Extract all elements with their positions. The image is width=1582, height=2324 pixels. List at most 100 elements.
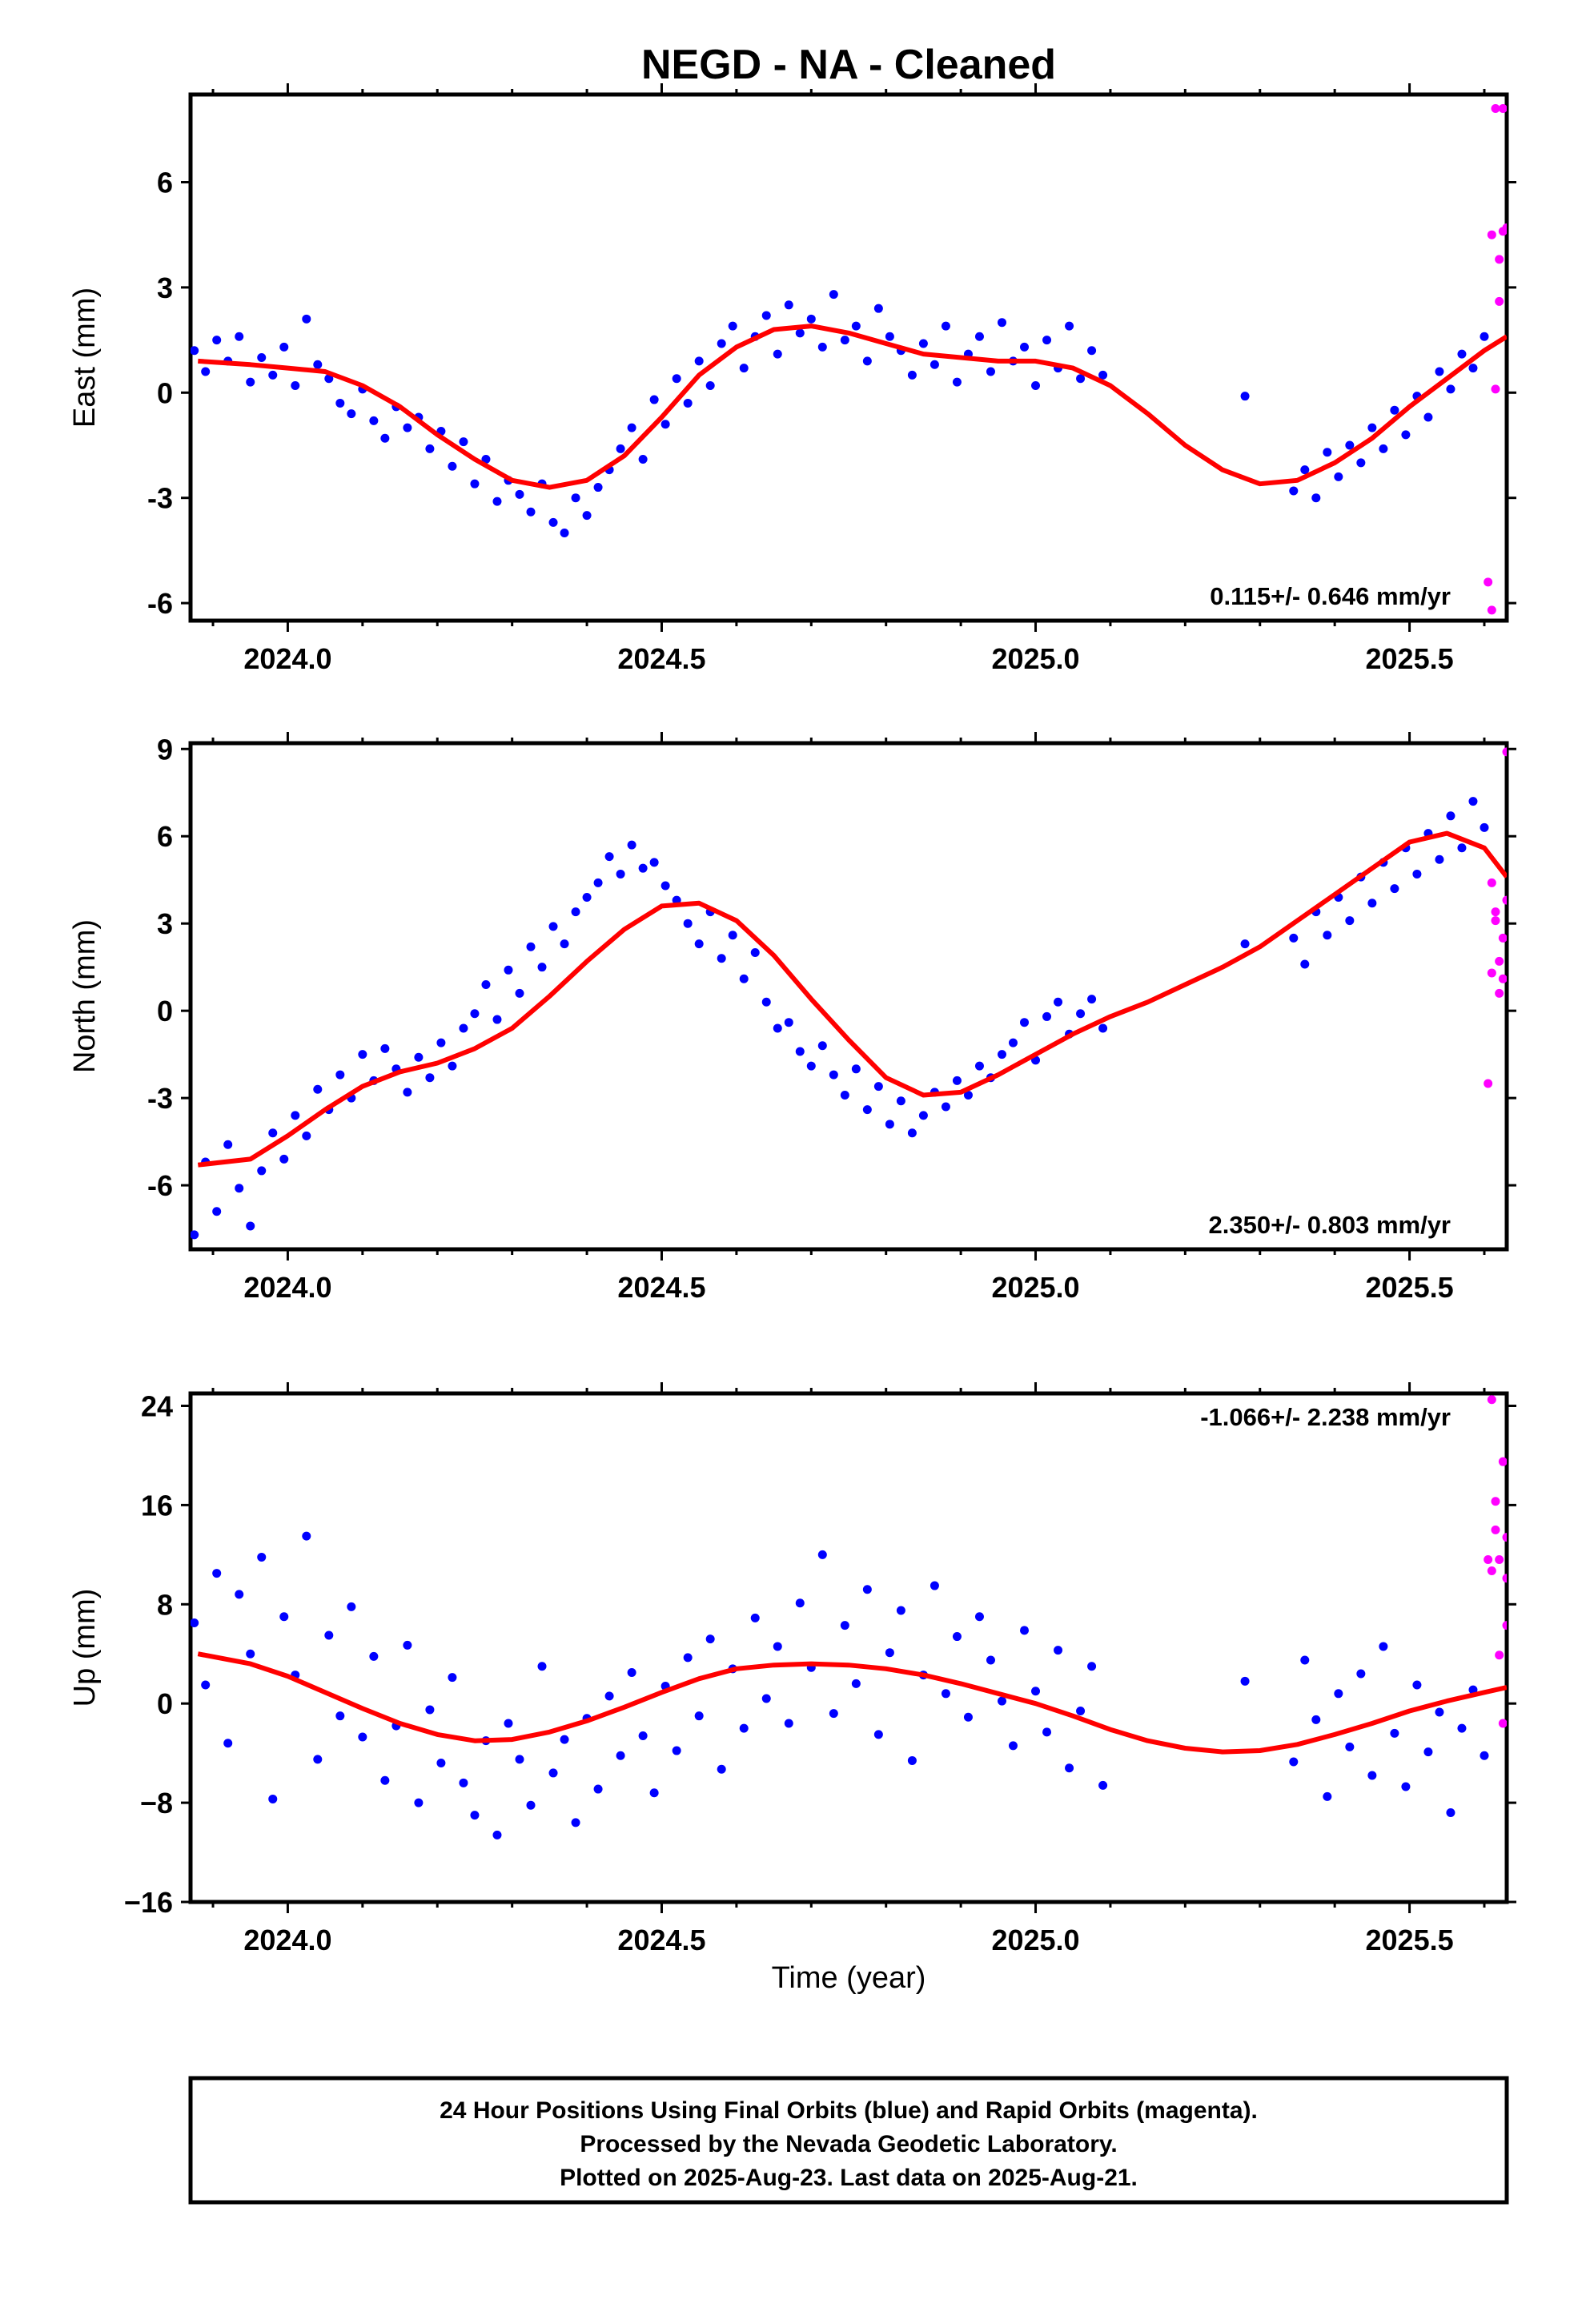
north-final-point [885,1120,894,1129]
north-final-point [560,939,569,949]
up-final-point [403,1640,412,1650]
north-final-point [459,1023,468,1033]
east-final-point [201,367,211,376]
up-final-point [1240,1676,1250,1686]
east-final-point [235,332,244,341]
up-final-point [817,1550,827,1559]
up-rapid-point [1502,1533,1507,1542]
north-final-point [246,1221,255,1231]
north-fit-line [197,830,1507,1168]
east-final-point [806,314,816,324]
up-final-point [997,1696,1006,1706]
north-final-point [952,1076,962,1085]
up-final-point [1334,1689,1343,1699]
north-final-point [728,931,737,940]
up-x-tick-label: 2024.5 [617,1924,705,1956]
north-final-point [414,1052,424,1062]
east-final-point [1311,493,1321,503]
up-final-point [1435,1707,1444,1717]
east-final-point [571,493,580,503]
north-rapid-point [1502,895,1507,905]
north-final-point [773,1023,782,1033]
up-final-point [1289,1757,1299,1767]
east-final-point [268,370,278,380]
north-final-point [840,1090,849,1100]
up-final-point [1098,1780,1108,1790]
north-final-point [223,1140,233,1149]
east-final-point [582,511,592,521]
north-final-point [616,869,625,879]
north-final-point [761,997,771,1007]
north-final-point [784,1018,793,1027]
north-rapid-point [1484,1079,1493,1088]
up-final-point [773,1642,782,1651]
east-final-point [347,409,356,419]
east-rapid-point [1487,230,1496,239]
up-final-point [862,1585,872,1594]
up-final-point [694,1711,704,1721]
east-final-point [918,339,928,348]
up-x-tick-label: 2024.0 [243,1924,331,1956]
north-y-axis-label: North (mm) [68,919,102,1073]
up-x-tick-label: 2025.5 [1366,1924,1454,1956]
east-final-point [1379,444,1388,453]
east-rate-label: 0.115+/- 0.646 mm/yr [1210,582,1451,610]
up-final-point [604,1691,614,1701]
up-final-point [1031,1687,1041,1696]
up-final-point [1311,1715,1321,1724]
east-final-point [1323,448,1332,457]
east-rapid-point [1498,104,1507,114]
up-final-point [952,1632,962,1642]
east-final-point [425,444,435,453]
up-rapid-point [1487,1566,1496,1575]
north-final-point [470,1009,480,1019]
east-y-tick-label: 3 [157,271,173,304]
east-rapid-point [1495,296,1504,306]
east-final-point [380,433,390,443]
up-final-point [1054,1646,1063,1655]
east-final-point [817,342,827,352]
up-fit-line [197,1651,1507,1755]
north-final-point [1457,843,1467,853]
up-final-point [492,1830,502,1839]
east-final-point [526,507,536,517]
north-final-point [515,988,524,998]
up-rapid-point [1487,1395,1496,1405]
east-x-tick-label: 2024.5 [617,642,705,675]
up-rapid-point [1491,1525,1500,1534]
north-x-tick-label: 2024.0 [243,1271,331,1304]
north-final-point [1076,1009,1086,1019]
north-rapid-point [1498,933,1507,943]
up-final-point [1076,1706,1086,1715]
up-final-point [470,1811,480,1820]
east-final-point [1076,374,1086,384]
north-final-point [403,1088,412,1097]
up-final-point [795,1598,805,1608]
north-final-point [358,1050,367,1059]
up-final-point [963,1712,973,1722]
north-final-point [1480,822,1489,832]
north-final-point [448,1061,457,1071]
north-frame [188,741,1509,1252]
north-final-point [1323,931,1332,940]
east-final-point [560,529,569,537]
east-final-point [649,395,659,404]
up-frame [188,1391,1509,1904]
east-y-tick-label: 6 [157,167,173,199]
north-final-point [492,1015,502,1024]
up-final-point [459,1778,468,1787]
east-final-point [728,321,737,331]
north-final-point [235,1184,244,1193]
up-final-point [761,1694,771,1703]
up-final-point [616,1751,625,1760]
north-final-point [963,1090,973,1100]
north-panel: -6 -3 0 3 6 9 2024.0 2024.5 2025.0 2025.5 North (m… [68,732,1516,1304]
north-final-point [907,1128,917,1138]
north-final-point [425,1073,435,1083]
up-final-point [593,1784,603,1794]
east-final-point [773,349,782,359]
north-rapid-point [1487,878,1496,887]
up-final-point [358,1732,367,1742]
north-final-point [526,942,536,951]
up-final-point [1020,1626,1030,1635]
